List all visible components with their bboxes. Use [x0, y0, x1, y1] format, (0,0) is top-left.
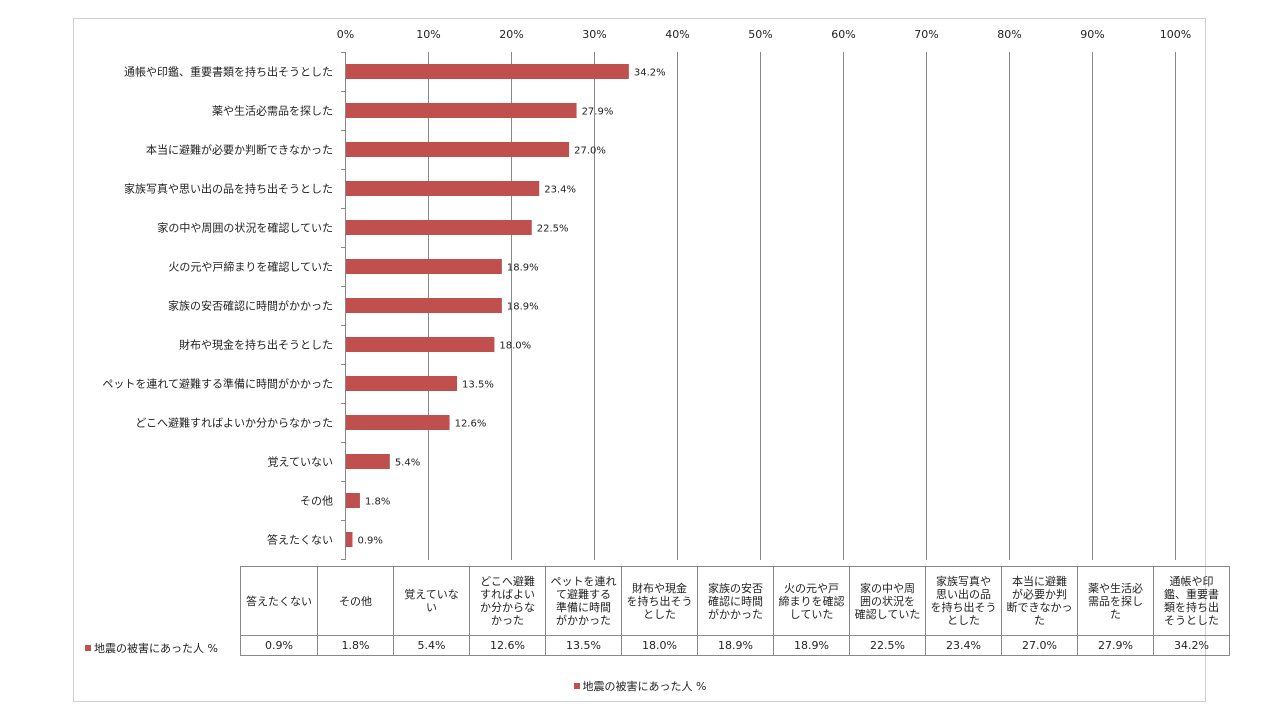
bars — [346, 64, 629, 547]
data-table-value-cell: 12.6% — [469, 635, 546, 656]
data-table-header-row: 答えたくない その他 覚えていないどこへ避難 すればよい か分からな かった ペットを連れて… — [240, 566, 1230, 636]
data-table-header-cell: どこへ避難 すればよい か分からな かった — [469, 566, 546, 636]
data-table-row-label-text: 地震の被害にあった人 % — [94, 642, 218, 655]
bar — [346, 454, 390, 469]
category-label: 薬や生活必需品を探した — [212, 104, 333, 118]
data-table-value-cell: 0.9% — [240, 635, 318, 656]
data-table-header-cell: 家の中や周 囲の状況を 確認していた — [849, 566, 926, 636]
data-table-header-cell: 火の元や戸 締まりを確認 していた — [773, 566, 850, 636]
bar — [346, 337, 495, 352]
category-label: 覚えていない — [268, 456, 333, 469]
category-label: 家の中や周囲の状況を確認していた — [157, 221, 333, 235]
chart-frame — [73, 18, 1206, 702]
data-table-header-cell: 本当に避難 が必要か判 断できなかった — [1001, 566, 1078, 636]
data-table-header-cell: 薬や生活必 需品を探した — [1077, 566, 1154, 636]
category-label: どこへ避難すればよいか分からなかった — [135, 416, 333, 430]
x-tick-label: 10% — [416, 28, 440, 41]
data-table-value-cell: 18.0% — [621, 635, 698, 656]
bar — [346, 493, 360, 508]
x-tick-label: 80% — [997, 28, 1021, 41]
data-table-value-cell: 27.0% — [1001, 635, 1078, 656]
category-label: 家族写真や思い出の品を持ち出そうとした — [124, 182, 333, 196]
data-table-value-cell: 34.2% — [1153, 635, 1230, 656]
data-table-header-cell: その他 — [317, 566, 394, 636]
data-label: 22.5% — [537, 224, 569, 235]
data-table: 答えたくない その他 覚えていないどこへ避難 すればよい か分からな かった ペットを連れて… — [240, 566, 1230, 656]
legend: 地震の被害にあった人 % — [0, 678, 1280, 694]
data-label: 27.9% — [582, 107, 614, 118]
x-tick-label: 100% — [1160, 28, 1191, 41]
bar — [346, 298, 502, 313]
data-table-header-cell: 家族写真や 思い出の品 を持ち出そう とした — [925, 566, 1002, 636]
data-table-value-cell: 18.9% — [697, 635, 774, 656]
legend-label: 地震の被害にあった人 % — [582, 680, 707, 693]
data-table-header-cell: 家族の安否 確認に時間 がかかった — [697, 566, 774, 636]
data-label: 18.0% — [499, 341, 531, 352]
gridlines — [341, 52, 1176, 560]
category-label: 通帳や印鑑、重要書類を持ち出そうとした — [124, 65, 333, 79]
data-label: 5.4% — [395, 458, 420, 469]
x-tick-label: 20% — [499, 28, 523, 41]
data-table-value-cell: 13.5% — [545, 635, 622, 656]
data-label: 18.9% — [507, 263, 539, 274]
data-table-header-cell: 通帳や印 鑑、重要書 類を持ち出 そうとした — [1153, 566, 1230, 636]
x-tick-label: 60% — [831, 28, 855, 41]
bar — [346, 376, 458, 391]
data-label: 23.4% — [544, 185, 576, 196]
data-table-value-row: 0.9% 1.8% 5.4% 12.6% 13.5% 18.0% 18.9% 18.9% 22.… — [240, 635, 1230, 656]
category-label: ペットを連れて避難する準備に時間がかかった — [102, 377, 333, 391]
data-table-header-cell: 覚えていない — [393, 566, 470, 636]
category-labels: 通帳や印鑑、重要書類を持ち出そうとした薬や生活必需品を探した本当に避難が必要か判… — [102, 65, 333, 547]
x-tick-label: 90% — [1080, 28, 1104, 41]
bar — [346, 181, 540, 196]
data-label: 0.9% — [357, 536, 382, 547]
x-tick-label: 70% — [914, 28, 938, 41]
data-table-value-cell: 18.9% — [773, 635, 850, 656]
category-label: 家族の安否確認に時間がかかった — [168, 299, 333, 313]
data-labels: 34.2% 27.9% 27.0% 23.4% 22.5% 18.9% 18.9% 18.0%… — [357, 68, 665, 547]
data-table-row-label: 地震の被害にあった人 % — [85, 640, 218, 656]
data-table-header-cell: ペットを連れ て避難する 準備に時間 がかかった — [545, 566, 622, 636]
legend-swatch-icon — [85, 645, 91, 651]
bar — [346, 415, 450, 430]
bar — [346, 64, 629, 79]
data-table-value-cell: 23.4% — [925, 635, 1002, 656]
data-label: 13.5% — [462, 380, 494, 391]
category-label: 火の元や戸締まりを確認していた — [168, 260, 333, 274]
data-table-value-cell: 5.4% — [393, 635, 470, 656]
bar — [346, 220, 532, 235]
bar — [346, 103, 577, 118]
data-label: 34.2% — [634, 68, 666, 79]
data-table-header-cell: 答えたくない — [240, 566, 318, 636]
bar — [346, 142, 570, 157]
data-label: 18.9% — [507, 302, 539, 313]
x-tick-label: 50% — [748, 28, 772, 41]
data-label: 1.8% — [365, 497, 390, 508]
data-table-value-cell: 1.8% — [317, 635, 394, 656]
x-tick-label: 0% — [337, 28, 354, 41]
category-label: 本当に避難が必要か判断できなかった — [146, 143, 333, 157]
data-table-value-cell: 22.5% — [849, 635, 926, 656]
category-label: 財布や現金を持ち出そうとした — [179, 338, 333, 352]
data-table-value-cell: 27.9% — [1077, 635, 1154, 656]
x-axis-ticks: 0% 10% 20% 30% 40% 50% 60% 70% 80% 90% 100% — [337, 28, 1191, 41]
legend-swatch-icon — [573, 683, 580, 689]
bar — [346, 259, 502, 274]
data-label: 12.6% — [455, 419, 487, 430]
category-label: その他 — [300, 495, 333, 508]
x-tick-label: 30% — [582, 28, 606, 41]
x-tick-label: 40% — [665, 28, 689, 41]
data-label: 27.0% — [574, 146, 606, 157]
bar — [346, 532, 353, 547]
data-table-header-cell: 財布や現金 を持ち出そう とした — [621, 566, 698, 636]
category-label: 答えたくない — [267, 533, 333, 547]
